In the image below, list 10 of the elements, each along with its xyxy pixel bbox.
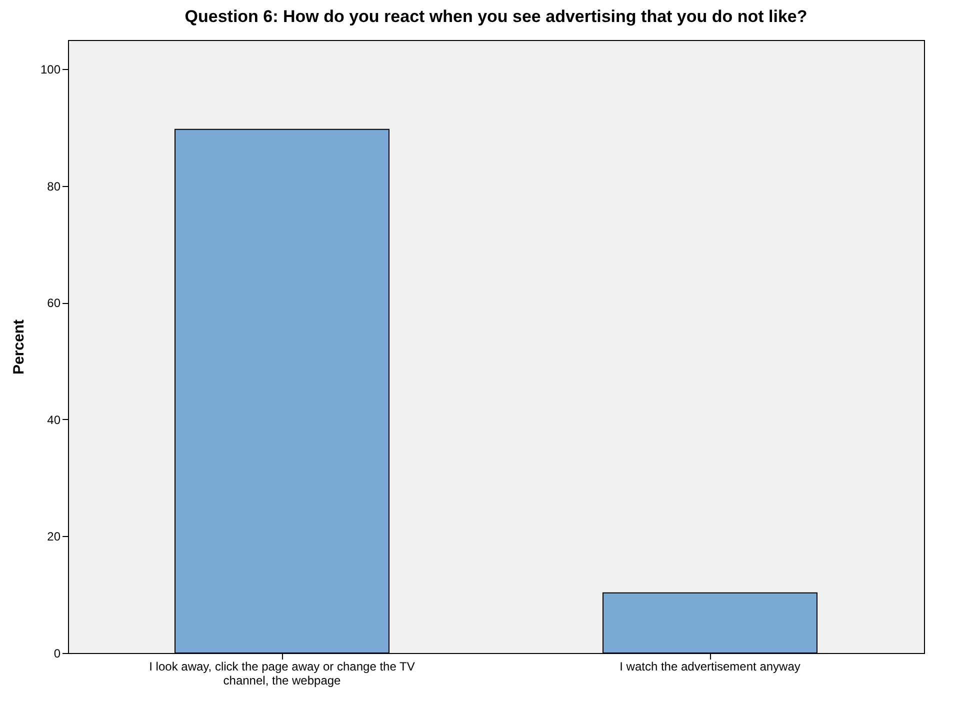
x-tick-label: I watch the advertisement anyway (620, 660, 800, 674)
y-axis-title: Percent (10, 319, 28, 375)
chart-title: Question 6: How do you react when you see advertising that you do not like? (184, 7, 808, 26)
y-tick-label: 20 (47, 530, 61, 544)
y-tick-label: 60 (47, 296, 61, 310)
y-tick-label: 80 (47, 179, 61, 194)
y-tick-label: 0 (54, 646, 61, 660)
y-tick-label: 40 (47, 412, 61, 427)
x-tick-label: I look away, click the page away or change the TV channel, the webpage (149, 660, 415, 688)
y-tick-label: 100 (40, 62, 61, 77)
